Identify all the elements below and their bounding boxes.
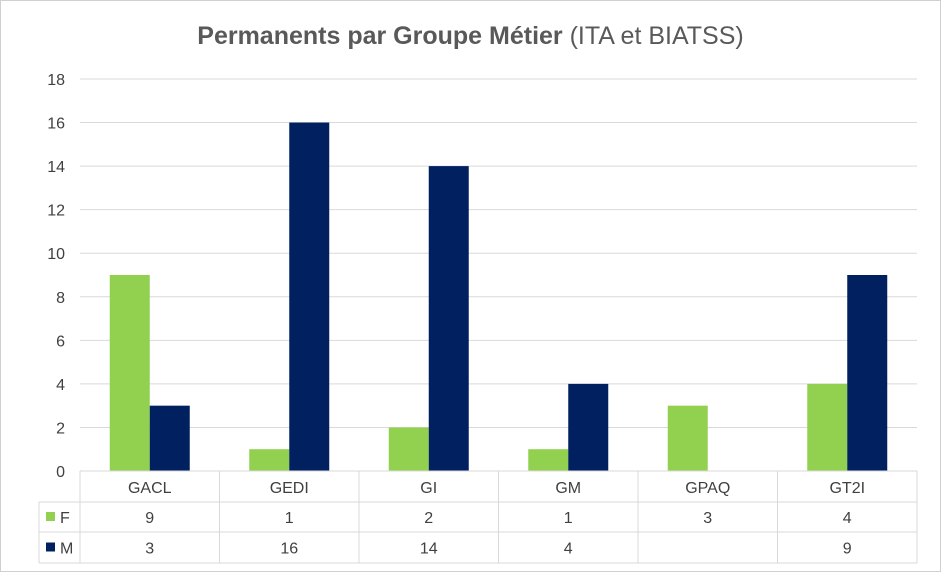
bar-F-GM bbox=[528, 449, 569, 471]
chart-title: Permanents par Groupe Métier (ITA et BIA… bbox=[0, 22, 941, 51]
y-tick-label: 6 bbox=[56, 333, 65, 350]
x-tick-label: GEDI bbox=[270, 480, 309, 497]
bar-M-GM bbox=[568, 383, 609, 471]
table-cell-value: 4 bbox=[564, 541, 573, 558]
y-tick-label: 16 bbox=[47, 116, 65, 133]
bar-M-GT2I bbox=[847, 275, 888, 471]
table-cell-value: 9 bbox=[145, 510, 154, 527]
table-cell-value: 3 bbox=[145, 541, 154, 558]
legend-label: M bbox=[60, 541, 73, 558]
table-cell-value: 9 bbox=[843, 541, 852, 558]
bar-F-GEDI bbox=[249, 449, 290, 471]
y-tick-label: 2 bbox=[56, 420, 65, 437]
table-cell-value: 4 bbox=[843, 510, 852, 527]
bar-F-GACL bbox=[109, 275, 150, 471]
y-tick-label: 8 bbox=[56, 290, 65, 307]
legend-key-F bbox=[46, 512, 55, 521]
x-tick-label: GM bbox=[555, 480, 581, 497]
table-cell-value: 1 bbox=[564, 510, 573, 527]
table-cell-value: 1 bbox=[285, 510, 294, 527]
table-cell-value: 2 bbox=[424, 510, 433, 527]
legend-key-M bbox=[46, 542, 55, 552]
legend-label: F bbox=[60, 510, 70, 527]
table-cell-value: 14 bbox=[420, 541, 438, 558]
x-tick-label: GT2I bbox=[829, 480, 865, 497]
y-tick-label: 12 bbox=[47, 203, 65, 220]
y-tick-label: 0 bbox=[56, 464, 65, 481]
y-tick-label: 10 bbox=[47, 246, 65, 263]
chart-title-subtitle: (ITA et BIATSS) bbox=[569, 22, 744, 50]
bar-M-GACL bbox=[149, 405, 190, 471]
y-tick-label: 14 bbox=[47, 159, 65, 176]
bar-M-GEDI bbox=[289, 122, 330, 472]
table-cell-value: 3 bbox=[703, 510, 712, 527]
bar-F-GI bbox=[388, 427, 429, 471]
y-tick-label: 4 bbox=[56, 377, 65, 394]
x-tick-label: GACL bbox=[128, 480, 172, 497]
x-tick-label: GPAQ bbox=[685, 480, 730, 497]
table-cell-value: 16 bbox=[280, 541, 298, 558]
bar-M-GI bbox=[428, 166, 469, 471]
bar-F-GPAQ bbox=[667, 405, 708, 471]
x-tick-label: GI bbox=[420, 480, 437, 497]
chart-title-bold: Permanents par Groupe Métier bbox=[197, 22, 563, 50]
y-tick-label: 18 bbox=[47, 72, 65, 89]
bar-F-GT2I bbox=[807, 383, 848, 471]
